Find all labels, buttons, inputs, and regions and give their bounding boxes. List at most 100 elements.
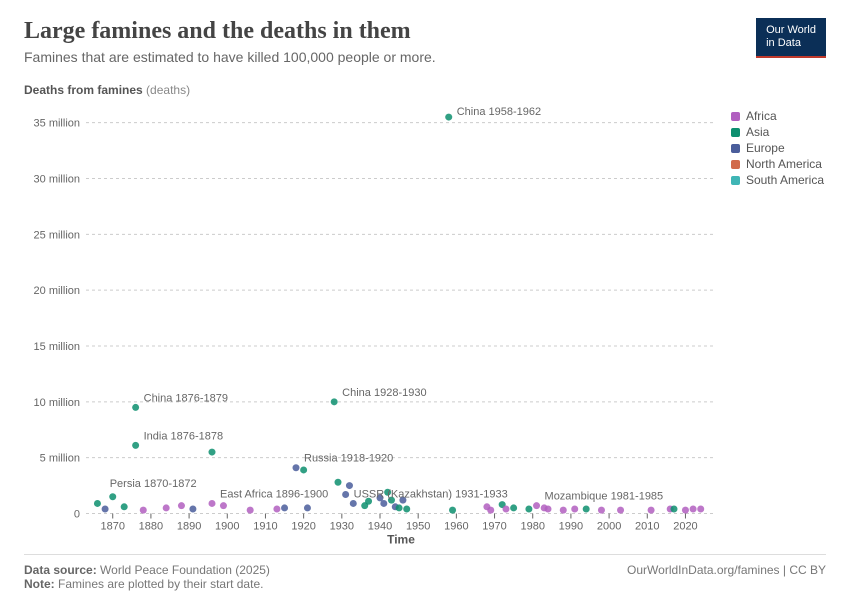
- legend: Africa Asia Europe North America South Ameri…: [731, 109, 824, 189]
- data-point[interactable]: [449, 507, 456, 514]
- data-point[interactable]: [121, 503, 128, 510]
- legend-item[interactable]: Africa: [731, 109, 824, 123]
- y-tick-label: 0: [74, 509, 80, 521]
- legend-label: Europe: [746, 141, 785, 155]
- legend-label: South America: [746, 173, 824, 187]
- data-point[interactable]: [350, 500, 357, 507]
- data-point[interactable]: [220, 502, 227, 509]
- data-point[interactable]: [503, 506, 510, 513]
- x-tick-label: 1910: [253, 521, 277, 533]
- data-point[interactable]: [690, 506, 697, 513]
- data-point[interactable]: [109, 493, 116, 500]
- y-tick-label: 20 million: [34, 285, 80, 297]
- x-tick-label: 1870: [100, 521, 124, 533]
- data-point[interactable]: [132, 404, 139, 411]
- data-point[interactable]: [525, 506, 532, 513]
- data-point[interactable]: [273, 506, 280, 513]
- chart-area: 05 million10 million15 million20 million…: [24, 103, 826, 550]
- data-point[interactable]: [671, 506, 678, 513]
- source-label: Data source:: [24, 563, 97, 577]
- data-point[interactable]: [583, 506, 590, 513]
- page-subtitle: Famines that are estimated to have kille…: [24, 49, 436, 65]
- data-point[interactable]: [102, 506, 109, 513]
- legend-item[interactable]: North America: [731, 157, 824, 171]
- legend-swatch-icon: [731, 160, 740, 169]
- data-point[interactable]: [648, 507, 655, 514]
- data-point[interactable]: [346, 482, 353, 489]
- data-point[interactable]: [682, 507, 689, 514]
- y-tick-label: 35 million: [34, 118, 80, 130]
- footer-attribution[interactable]: OurWorldInData.org/famines | CC BY: [627, 563, 826, 591]
- legend-item[interactable]: South America: [731, 173, 824, 187]
- data-point[interactable]: [300, 466, 307, 473]
- footer: Data source: World Peace Foundation (202…: [24, 554, 826, 591]
- x-tick-label: 1960: [444, 521, 468, 533]
- x-axis-title: Time: [387, 533, 415, 547]
- footer-left: Data source: World Peace Foundation (202…: [24, 563, 270, 591]
- point-label: East Africa 1896-1900: [220, 488, 328, 500]
- legend-swatch-icon: [731, 144, 740, 153]
- x-tick-label: 1880: [139, 521, 163, 533]
- legend-swatch-icon: [731, 176, 740, 185]
- y-axis-unit: (deaths): [146, 83, 190, 97]
- x-tick-label: 2020: [673, 521, 697, 533]
- title-block: Large famines and the deaths in them Fam…: [24, 18, 436, 65]
- data-point[interactable]: [132, 442, 139, 449]
- x-tick-label: 1920: [291, 521, 315, 533]
- page-title: Large famines and the deaths in them: [24, 18, 436, 45]
- data-point[interactable]: [247, 507, 254, 514]
- y-tick-label: 30 million: [34, 174, 80, 186]
- data-point[interactable]: [533, 502, 540, 509]
- data-point[interactable]: [304, 504, 311, 511]
- x-tick-label: 1940: [368, 521, 392, 533]
- data-point[interactable]: [163, 504, 170, 511]
- data-point[interactable]: [571, 506, 578, 513]
- x-tick-label: 1980: [520, 521, 544, 533]
- legend-label: Africa: [746, 109, 777, 123]
- scatter-chart: 05 million10 million15 million20 million…: [24, 103, 826, 550]
- data-point[interactable]: [335, 479, 342, 486]
- data-point[interactable]: [487, 507, 494, 514]
- data-point[interactable]: [396, 504, 403, 511]
- note-label: Note:: [24, 577, 55, 591]
- data-point[interactable]: [697, 506, 704, 513]
- data-point[interactable]: [342, 491, 349, 498]
- data-point[interactable]: [560, 507, 567, 514]
- source-value: World Peace Foundation (2025): [100, 563, 270, 577]
- data-point[interactable]: [178, 502, 185, 509]
- x-tick-label: 1930: [330, 521, 354, 533]
- point-label: Mozambique 1981-1985: [545, 491, 664, 503]
- data-point[interactable]: [510, 504, 517, 511]
- data-point[interactable]: [545, 506, 552, 513]
- y-axis-title: Deaths from famines (deaths): [24, 83, 826, 97]
- owid-logo[interactable]: Our Worldin Data: [756, 18, 826, 58]
- legend-item[interactable]: Europe: [731, 141, 824, 155]
- data-point[interactable]: [403, 506, 410, 513]
- data-point[interactable]: [617, 507, 624, 514]
- data-point[interactable]: [94, 500, 101, 507]
- data-point[interactable]: [380, 500, 387, 507]
- point-label: China 1876-1879: [144, 392, 228, 404]
- x-tick-label: 1900: [215, 521, 239, 533]
- legend-swatch-icon: [731, 112, 740, 121]
- data-point[interactable]: [331, 398, 338, 405]
- note-value: Famines are plotted by their start date.: [58, 577, 263, 591]
- x-tick-label: 2010: [635, 521, 659, 533]
- data-point[interactable]: [189, 506, 196, 513]
- data-point[interactable]: [598, 507, 605, 514]
- legend-item[interactable]: Asia: [731, 125, 824, 139]
- data-point[interactable]: [140, 507, 147, 514]
- point-label: India 1876-1878: [144, 430, 224, 442]
- data-point[interactable]: [209, 500, 216, 507]
- data-point[interactable]: [293, 464, 300, 471]
- point-label: China 1928-1930: [342, 387, 426, 399]
- data-point[interactable]: [209, 449, 216, 456]
- legend-swatch-icon: [731, 128, 740, 137]
- y-tick-label: 15 million: [34, 341, 80, 353]
- page-container: Large famines and the deaths in them Fam…: [0, 0, 850, 600]
- x-tick-label: 1990: [559, 521, 583, 533]
- data-point[interactable]: [445, 114, 452, 121]
- y-axis-title-text: Deaths from famines: [24, 83, 143, 97]
- data-point[interactable]: [281, 504, 288, 511]
- point-label: China 1958-1962: [457, 106, 541, 118]
